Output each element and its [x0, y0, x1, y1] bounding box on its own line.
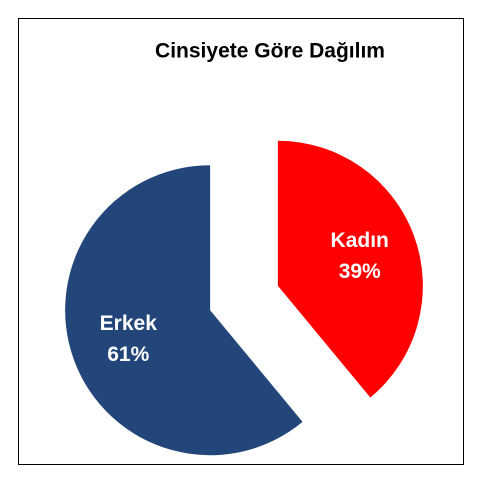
chart-title: Cinsiyete Göre Dağılım [155, 40, 385, 63]
value-label: 61% [107, 343, 149, 366]
pie-slice [65, 165, 303, 456]
value-label: 39% [339, 260, 381, 283]
pie-slice [277, 140, 423, 398]
slice-label: Kadın [331, 229, 389, 252]
slice-label: Erkek [100, 312, 158, 335]
